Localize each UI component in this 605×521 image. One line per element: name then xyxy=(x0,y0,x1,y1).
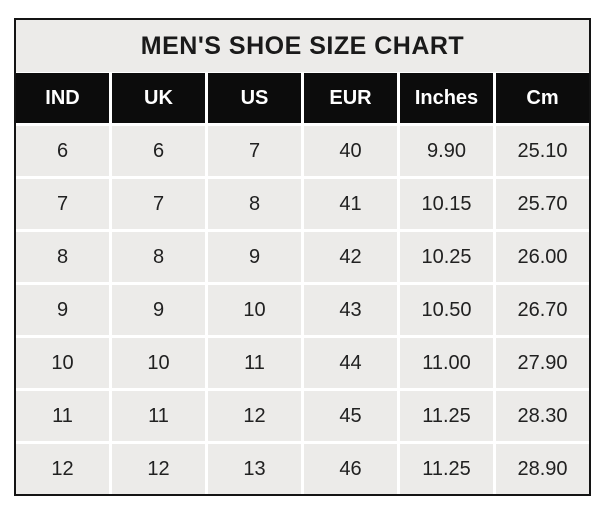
table-cell: 6 xyxy=(112,126,205,176)
table-cell: 8 xyxy=(16,232,109,282)
table-cell: 10.25 xyxy=(400,232,493,282)
chart-title: MEN'S SHOE SIZE CHART xyxy=(16,20,589,72)
header-cell-cm: Cm xyxy=(496,73,589,123)
table-cell: 44 xyxy=(304,338,397,388)
table-cell: 7 xyxy=(16,179,109,229)
header-cell-ind: IND xyxy=(16,73,109,123)
table-cell: 8 xyxy=(112,232,205,282)
table-cell: 26.70 xyxy=(496,285,589,335)
table-cell: 11.25 xyxy=(400,391,493,441)
table-cell: 45 xyxy=(304,391,397,441)
table-cell: 28.30 xyxy=(496,391,589,441)
table-cell: 41 xyxy=(304,179,397,229)
table-cell: 10 xyxy=(112,338,205,388)
table-cell: 11 xyxy=(16,391,109,441)
table-cell: 12 xyxy=(16,444,109,494)
table-cell: 9 xyxy=(208,232,301,282)
table-cell: 12 xyxy=(208,391,301,441)
table-cell: 13 xyxy=(208,444,301,494)
table-cell: 11 xyxy=(112,391,205,441)
table-cell: 9 xyxy=(16,285,109,335)
header-cell-uk: UK xyxy=(112,73,205,123)
table-cell: 10 xyxy=(208,285,301,335)
table-cell: 6 xyxy=(16,126,109,176)
table-cell: 25.10 xyxy=(496,126,589,176)
table-cell: 25.70 xyxy=(496,179,589,229)
size-table: IND UK US EUR Inches Cm 6 6 7 40 9.90 25.10 7 7 8 41 10.… xyxy=(16,72,589,494)
table-cell: 27.90 xyxy=(496,338,589,388)
shoe-size-chart: MEN'S SHOE SIZE CHART IND UK US EUR Inches Cm… xyxy=(14,18,591,496)
table-cell: 10.50 xyxy=(400,285,493,335)
table-cell: 43 xyxy=(304,285,397,335)
table-cell: 9 xyxy=(112,285,205,335)
table-cell: 11.25 xyxy=(400,444,493,494)
table-cell: 26.00 xyxy=(496,232,589,282)
table-cell: 11 xyxy=(208,338,301,388)
table-cell: 10.15 xyxy=(400,179,493,229)
table-cell: 28.90 xyxy=(496,444,589,494)
table-cell: 9.90 xyxy=(400,126,493,176)
table-cell: 12 xyxy=(112,444,205,494)
header-cell-us: US xyxy=(208,73,301,123)
table-cell: 10 xyxy=(16,338,109,388)
table-cell: 46 xyxy=(304,444,397,494)
table-cell: 7 xyxy=(112,179,205,229)
table-cell: 40 xyxy=(304,126,397,176)
table-cell: 7 xyxy=(208,126,301,176)
table-cell: 8 xyxy=(208,179,301,229)
header-cell-eur: EUR xyxy=(304,73,397,123)
table-cell: 42 xyxy=(304,232,397,282)
table-cell: 11.00 xyxy=(400,338,493,388)
header-cell-inches: Inches xyxy=(400,73,493,123)
